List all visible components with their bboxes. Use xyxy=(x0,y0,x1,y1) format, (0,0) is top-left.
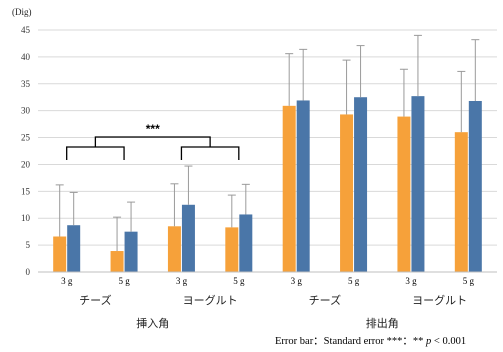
bars xyxy=(53,96,482,273)
error-bars xyxy=(55,34,480,252)
axes xyxy=(38,136,497,273)
y-tick-label: 5 xyxy=(26,240,31,250)
y-tick-label: 10 xyxy=(21,213,31,223)
x-tick-label: 5 g xyxy=(233,276,245,286)
footnote-suffix: < 0.001 xyxy=(431,336,467,347)
bar xyxy=(354,97,368,272)
footnote-prefix: Error bar：Standard error ***：** xyxy=(275,336,427,347)
y-tick-label: 20 xyxy=(21,159,31,169)
x-tick-label: 5 g xyxy=(348,276,360,286)
bar xyxy=(468,100,482,272)
y-tick-label: 40 xyxy=(21,52,31,62)
y-tick-label: 0 xyxy=(26,267,31,277)
x-tick-label: 5 g xyxy=(463,276,475,286)
y-tick-label: 30 xyxy=(21,106,31,116)
subgroup-label: チーズ xyxy=(309,293,341,307)
significance-bracket-top xyxy=(94,136,211,147)
y-axis-unit: (Dig) xyxy=(12,7,32,17)
x-tick-label: 3 g xyxy=(176,276,188,286)
x-tick-label: 5 g xyxy=(118,276,130,286)
y-tick-label: 25 xyxy=(21,133,31,143)
subgroup-label: チーズ xyxy=(79,293,111,307)
y-tick-label: 15 xyxy=(21,186,31,196)
group-label: 排出角 xyxy=(366,316,399,330)
x-tick-label: 3 g xyxy=(405,276,417,286)
bar xyxy=(225,227,239,272)
bar xyxy=(411,96,425,272)
significance-bracket-left xyxy=(66,146,125,160)
bar xyxy=(282,105,296,273)
footnote: Error bar：Standard error ***：** p < 0.00… xyxy=(275,333,466,348)
bar xyxy=(454,132,468,272)
bar xyxy=(53,236,67,272)
bar xyxy=(181,204,195,272)
x-tick-label: 3 g xyxy=(291,276,303,286)
footnote-p: p xyxy=(426,336,432,347)
x-tick-label: 3 g xyxy=(61,276,73,286)
bar xyxy=(340,114,354,272)
bar xyxy=(296,100,310,273)
significance-bracket-right xyxy=(180,146,240,160)
y-tick-label: 45 xyxy=(21,25,31,35)
bar xyxy=(239,214,253,272)
group-label: 挿入角 xyxy=(136,316,169,330)
bar xyxy=(110,251,124,272)
labels: 0 5 10 15 20 25 30 35 40 45 3 g 5 g 3 g 5 g 3 g 5 g 3 g 5… xyxy=(21,25,474,330)
bar xyxy=(167,226,181,272)
subgroup-label: ヨーグルト xyxy=(412,293,467,307)
y-tick-label: 35 xyxy=(21,79,31,89)
significance-label: *** xyxy=(146,122,160,136)
bar xyxy=(124,231,138,272)
bar xyxy=(397,116,411,273)
bar xyxy=(67,225,81,272)
subgroup-label: ヨーグルト xyxy=(183,293,238,307)
